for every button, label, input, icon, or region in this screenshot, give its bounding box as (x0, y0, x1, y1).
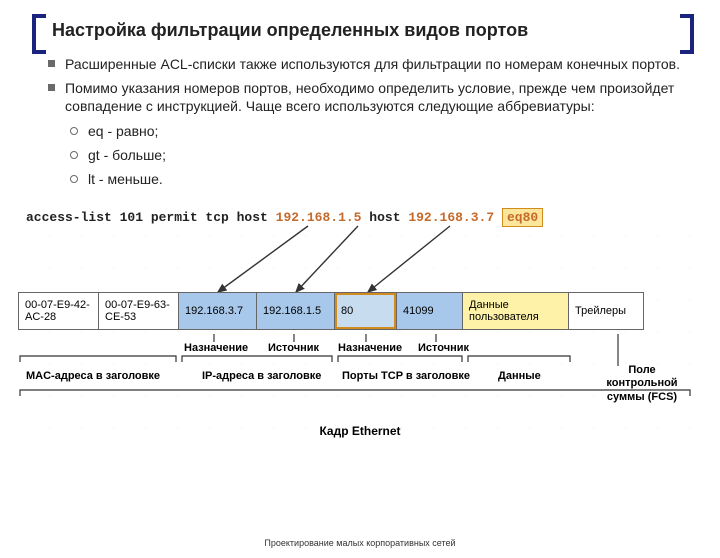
circle-bullet-icon (70, 175, 78, 183)
bullet-text: gt - больше; (88, 146, 166, 164)
code-ip1: 192.168.1.5 (276, 210, 362, 225)
slide-title-wrap: Настройка фильтрации определенных видов … (36, 18, 700, 43)
circle-bullet-icon (70, 151, 78, 159)
bullet-text: lt - меньше. (88, 170, 163, 188)
square-bullet-icon (48, 84, 55, 91)
circle-bullet-icon (70, 127, 78, 135)
title-bracket-right (680, 14, 694, 54)
packet-cell: 00-07-E9-63-CE-53 (99, 293, 179, 329)
code-part: host (369, 210, 400, 225)
label-mac-header: MAC-адреса в заголовке (26, 370, 160, 382)
label-src-port: Источник (418, 342, 469, 354)
label-fcs: Поле контрольной суммы (FCS) (594, 364, 690, 404)
diagram-area: access-list 101 permit tcp host 192.168.… (18, 194, 702, 449)
label-data: Данные (498, 370, 541, 382)
packet-cell: 41099 (397, 293, 463, 329)
acl-code-line: access-list 101 permit tcp host 192.168.… (26, 210, 543, 225)
sub-bullet-item: lt - меньше. (48, 170, 686, 188)
ethernet-frame-row: 00-07-E9-42-AC-2800-07-E9-63-CE-53192.16… (18, 292, 644, 330)
bullet-list: Расширенные ACL-списки также используютс… (48, 55, 686, 188)
square-bullet-icon (48, 60, 55, 67)
label-ip-header: IP-адреса в заголовке (202, 370, 321, 382)
bullet-text: Расширенные ACL-списки также используютс… (65, 55, 680, 73)
slide-title: Настройка фильтрации определенных видов … (36, 18, 700, 43)
label-src-ip: Источник (268, 342, 319, 354)
packet-cell: 00-07-E9-42-AC-28 (19, 293, 99, 329)
bullet-item: Помимо указания номеров портов, необходи… (48, 79, 686, 115)
frame-caption: Кадр Ethernet (18, 424, 702, 438)
code-part: access-list 101 permit tcp host (26, 210, 268, 225)
sub-bullet-item: eq - равно; (48, 122, 686, 140)
packet-cell: Данные пользователя (463, 293, 569, 329)
label-tcp-header: Порты TCP в заголовке (342, 370, 470, 382)
packet-cell: 192.168.3.7 (179, 293, 257, 329)
packet-cell: Трейлеры (569, 293, 643, 329)
bullet-item: Расширенные ACL-списки также используютс… (48, 55, 686, 73)
bullet-text: eq - равно; (88, 122, 158, 140)
label-dst-port: Назначение (338, 342, 402, 354)
packet-cell: 80 (335, 293, 397, 329)
label-dst-ip: Назначение (184, 342, 248, 354)
code-ip2: 192.168.3.7 (408, 210, 494, 225)
packet-cell: 192.168.1.5 (257, 293, 335, 329)
bullet-text: Помимо указания номеров портов, необходи… (65, 79, 686, 115)
title-bracket-left (32, 14, 46, 54)
sub-bullet-item: gt - больше; (48, 146, 686, 164)
code-eq-highlight: eq80 (502, 208, 543, 227)
